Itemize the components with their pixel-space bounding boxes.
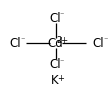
Text: ⁻: ⁻ [20,36,25,45]
Text: Cl: Cl [10,37,22,50]
Text: 2+: 2+ [57,36,69,45]
Text: Cl: Cl [49,12,61,24]
Text: ⁻: ⁻ [60,10,64,19]
Text: ⁻: ⁻ [60,57,64,66]
Text: Cl: Cl [93,37,104,50]
Text: ⁻: ⁻ [103,36,108,45]
Text: +: + [57,74,64,83]
Text: Cd: Cd [47,37,63,50]
Text: Cl: Cl [49,58,61,71]
Text: K: K [51,75,59,87]
